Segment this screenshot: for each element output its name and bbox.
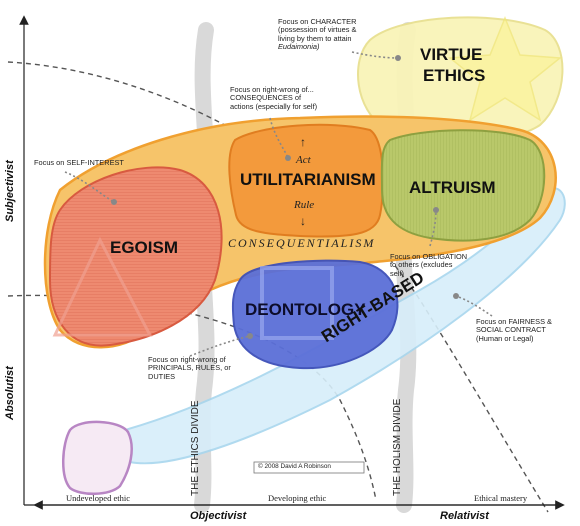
deontology-square: [260, 266, 334, 340]
note-character-line-4: Eudaimonia): [278, 42, 320, 52]
undeveloped-blob: [62, 420, 133, 495]
act-label: Act: [296, 154, 311, 166]
note-character-line-1: Focus on CHARACTER: [278, 17, 357, 26]
note-obligation-line-3: self): [390, 268, 404, 278]
virtue-label: VIRTUE: [420, 45, 483, 64]
note-consequences: Focus on right-wrong of... CONSEQUENCES …: [230, 85, 318, 111]
note-principals-line-3: DUTIES: [148, 371, 176, 381]
consequentialism-label: CONSEQUENTIALISM: [228, 236, 376, 250]
act-arrow-up-icon: ↑: [300, 135, 306, 149]
note-principals-line-2: PRINCIPALS, RULES, or: [148, 363, 231, 373]
rule-arrow-down-icon: ↓: [300, 214, 306, 228]
dot-self-interest: [111, 199, 117, 205]
altruism-shape: [380, 129, 546, 242]
note-consequences-line-1: Focus on right-wrong of...: [230, 85, 314, 94]
holism-divide-label: THE HOLISM DIVIDE: [392, 398, 403, 496]
utilitarianism-shape: [228, 123, 384, 238]
objectivist-axis-label: Objectivist: [190, 510, 247, 522]
note-character-line-2: (possession of virtues &: [278, 25, 357, 35]
note-principals-line-1: Focus on right-wrong of: [148, 355, 226, 364]
dot-fairness: [453, 293, 459, 299]
note-obligation-line-2: to others (excludes: [390, 260, 453, 270]
copyright-box: [253, 461, 365, 474]
note-fairness-line-1: Focus on FAIRNESS &: [476, 317, 552, 326]
developing-ethic-label: Developing ethic: [268, 493, 327, 503]
dot-principals: [247, 333, 253, 339]
deontology-label: DEONTOLOGY: [245, 300, 366, 319]
egoism-shape: [48, 166, 223, 347]
dot-obligation: [433, 207, 439, 213]
dot-consequences: [285, 155, 291, 161]
virtue-star-icon: [448, 16, 562, 122]
copyright-text: © 2008 David A Robinson: [258, 463, 331, 470]
note-character-line-3: living by them to attain: [278, 33, 352, 43]
note-character: Focus on CHARACTER (possession of virtue…: [278, 17, 357, 52]
egoism-triangle: [52, 236, 153, 337]
note-fairness-line-2: SOCIAL CONTRACT: [476, 325, 546, 335]
note-fairness-line-3: (Human or Legal): [476, 333, 534, 343]
rule-label: Rule: [294, 199, 315, 211]
note-obligation-line-1: Focus on OBLIGATION: [390, 252, 468, 261]
note-obligation: Focus on OBLIGATION to others (excludes …: [390, 252, 468, 278]
leader-principals: [189, 335, 251, 357]
note-self-interest: Focus on SELF-INTEREST: [34, 158, 124, 167]
subjectivist-axis-label: Subjectivist: [4, 160, 16, 222]
altruism-label: ALTRUISM: [409, 178, 496, 197]
note-principals: Focus on right-wrong of PRINCIPALS, RULE…: [148, 355, 231, 381]
utilitarianism-label: UTILITARIANISM: [240, 170, 376, 189]
relativist-axis-label: Relativist: [440, 510, 489, 522]
undeveloped-ethic-label: Undeveloped ethic: [66, 493, 130, 503]
ethics-divide-label: THE ETHICS DIVIDE: [190, 400, 201, 496]
ethics-label: ETHICS: [423, 66, 486, 85]
ethical-mastery-label: Ethical mastery: [474, 493, 528, 503]
note-fairness: Focus on FAIRNESS & SOCIAL CONTRACT (Hum…: [476, 317, 552, 343]
deontology-shape: [231, 259, 399, 370]
note-consequences-line-2: CONSEQUENCES of: [230, 93, 302, 103]
egoism-label: EGOISM: [110, 238, 179, 257]
note-consequences-line-3: actions (especially for self): [230, 101, 318, 111]
absolutist-axis-label: Absolutist: [4, 366, 16, 420]
leader-self-interest: [64, 171, 115, 203]
dot-character: [395, 55, 401, 61]
